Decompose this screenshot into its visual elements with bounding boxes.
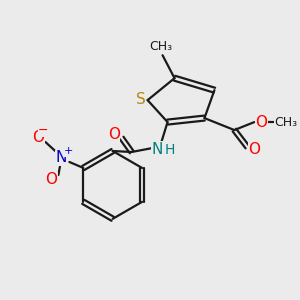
Text: O: O	[248, 142, 260, 158]
Text: N: N	[56, 151, 67, 166]
Text: N: N	[152, 142, 163, 157]
Text: O: O	[45, 172, 57, 188]
Text: S: S	[136, 92, 146, 106]
Text: O: O	[32, 130, 44, 145]
Text: H: H	[164, 143, 175, 157]
Text: O: O	[108, 127, 120, 142]
Text: O: O	[255, 115, 267, 130]
Text: CH₃: CH₃	[149, 40, 172, 53]
Text: CH₃: CH₃	[275, 116, 298, 129]
Text: −: −	[38, 124, 49, 136]
Text: +: +	[64, 146, 73, 156]
